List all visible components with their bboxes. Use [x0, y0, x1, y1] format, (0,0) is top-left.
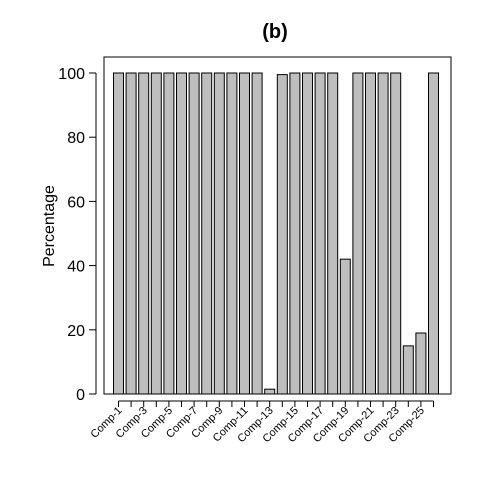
bar-comp-24: [402, 345, 414, 395]
bar-comp-10: [226, 72, 238, 395]
bar-comp-11: [239, 72, 250, 395]
bar-comp-8: [201, 72, 213, 395]
bar-comp-25: [415, 332, 427, 395]
bar-comp-7: [188, 72, 200, 395]
bar-comp-21: [365, 72, 376, 395]
bar-comp-18: [327, 72, 339, 395]
bar-comp-5: [163, 72, 175, 395]
bar-comp-26: [428, 72, 439, 395]
bar-comp-3: [138, 72, 150, 395]
bar-comp-16: [302, 72, 313, 395]
bar-comp-9: [213, 72, 225, 395]
y-axis: 0 20 40 60 80 100: [58, 66, 97, 404]
bar-comp-17: [314, 72, 326, 395]
bar-comp-12: [251, 72, 263, 395]
bar-comp-19: [339, 258, 351, 395]
bar-comp-14: [276, 74, 288, 395]
bar-comp-1: [113, 72, 124, 395]
bar-comp-22: [377, 72, 389, 395]
y-tick-label-40: 40: [67, 259, 85, 276]
y-tick-label-80: 80: [67, 130, 85, 147]
y-tick-label-60: 60: [67, 194, 85, 211]
bar-comp-23: [390, 72, 402, 395]
bar-comp-13: [264, 388, 276, 395]
bar-comp-4: [150, 72, 162, 395]
bar-comp-15: [289, 72, 301, 395]
chart-title: (b): [262, 21, 288, 43]
y-tick-label-20: 20: [67, 323, 85, 340]
y-tick-label-0: 0: [76, 387, 85, 404]
plot-frame: [103, 56, 452, 395]
bar-comp-20: [352, 72, 364, 395]
y-axis-label: Percentage: [41, 185, 58, 267]
y-tick-label-100: 100: [58, 66, 85, 83]
bar-comp-6: [176, 72, 187, 395]
x-axis: Comp-1Comp-3Comp-5Comp-7Comp-9Comp-11Com…: [88, 400, 434, 445]
bars-group: [113, 72, 439, 395]
bar-comp-2: [125, 72, 137, 395]
